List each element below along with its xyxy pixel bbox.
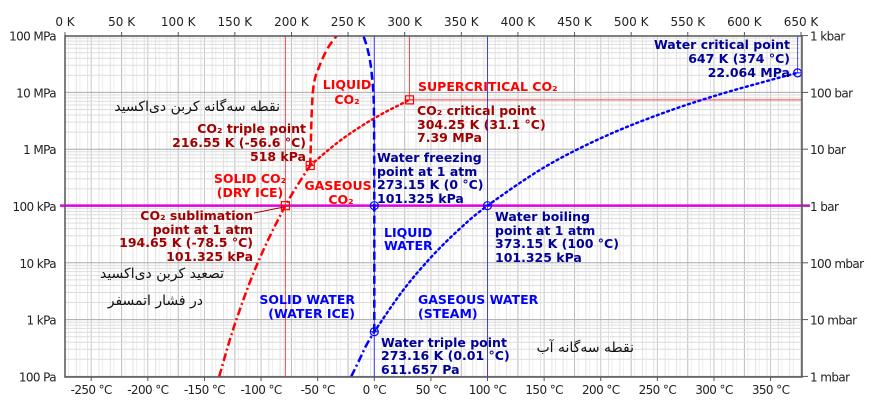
top-axis-tick-label: 550 K (670, 15, 706, 29)
top-axis-tick-label: 350 K (444, 15, 480, 29)
bottom-axis-tick-label: -50 °C (301, 383, 335, 397)
left-axis-tick-label: 100 MPa (9, 30, 56, 44)
top-axis-tick-label: 100 K (161, 15, 197, 29)
bottom-axis-tick-label: 150 °C (525, 383, 563, 397)
co2-boiling-curve (309, 98, 411, 167)
co2-sublimation-label: 101.325 kPa (166, 249, 253, 264)
left-axis-tick-label: 10 kPa (20, 257, 57, 271)
water-critical-label: Water critical point (654, 37, 790, 52)
water-freezing-label: point at 1 atm (377, 164, 477, 179)
right-axis-tick-label: 1 bar (810, 200, 839, 214)
water-boiling-label: 373.15 K (100 °C) (495, 236, 619, 251)
solid-co2-label: SOLID CO₂ (214, 171, 286, 186)
bottom-axis-tick-label: 350 °C (752, 383, 790, 397)
right-axis-tick-label: 100 bar (810, 86, 853, 100)
top-axis-tick-label: 250 K (331, 15, 367, 29)
top-axis-tick-label: 50 K (108, 15, 136, 29)
co2-critical-label: CO₂ critical point (417, 103, 536, 118)
water-sublimation-curve (350, 331, 376, 377)
top-axis-tick-label: 500 K (614, 15, 650, 29)
gaseous-co2-label: CO₂ (328, 192, 353, 207)
top-axis-tick-label: 650 K (784, 15, 820, 29)
bottom-axis-tick-label: -200 °C (127, 383, 168, 397)
top-axis-tick-label: 200 K (274, 15, 310, 29)
marked-points (280, 68, 803, 337)
bottom-axis-tick-label: 0 °C (363, 383, 387, 397)
water-boiling-label: 101.325 kPa (495, 250, 582, 265)
bottom-axis-tick-label: 200 °C (582, 383, 620, 397)
left-axis-tick-label: 1 MPa (23, 143, 56, 157)
water-boiling-curve (373, 71, 799, 333)
left-axis-tick-label: 10 MPa (16, 86, 56, 100)
top-axis-tick-label: 300 K (387, 15, 423, 29)
solid-co2-label: (DRY ICE) (217, 185, 284, 200)
co2-triple-persian-label: نقطه سه‌گانه کربن دی‌اکسید (114, 98, 280, 115)
bottom-axis-tick-label: 300 °C (695, 383, 733, 397)
bottom-axis-tick-label: -250 °C (71, 383, 112, 397)
top-axis-tick-label: 600 K (727, 15, 763, 29)
co2-triple-label: CO₂ triple point (197, 121, 306, 136)
water-triple-label: 611.657 Pa (381, 362, 460, 377)
co2-sublimation-persian-label: در فشار اتمسفر (107, 293, 203, 309)
bottom-axis-tick-label: -150 °C (184, 383, 225, 397)
top-axis-tick-label: 450 K (557, 15, 593, 29)
top-axis-tick-label: 150 K (218, 15, 254, 29)
liquid-water-label: LIQUID (384, 225, 432, 240)
bottom-axis-tick-label: 100 °C (469, 383, 507, 397)
co2-sublimation-label: point at 1 atm (153, 222, 253, 237)
phase-curves (218, 36, 799, 377)
right-axis-tick-label: 100 mbar (810, 257, 864, 271)
solid-water-label: SOLID WATER (259, 292, 355, 307)
supercritical-co2-label: SUPERCRITICAL CO₂ (418, 79, 558, 94)
left-axis-tick-label: 1 kPa (27, 314, 57, 328)
gaseous-water-label: GASEOUS WATER (418, 292, 539, 307)
left-axis-tick-label: 100 Pa (19, 370, 56, 384)
water-triple-label: 273.16 K (0.01 °C) (381, 348, 510, 363)
co2-melting-curve (308, 36, 338, 166)
water-critical-label: 647 K (374 °C) (688, 51, 790, 66)
gaseous-water-label: (STEAM) (418, 306, 478, 321)
sublimation-leader-line (253, 206, 285, 214)
water-melting-curve (362, 36, 376, 332)
right-axis-tick-label: 10 bar (810, 143, 846, 157)
right-axis-tick-label: 1 kbar (810, 30, 845, 44)
annotations: LIQUID CO₂ SUPERCRITICAL CO₂ CO₂ critica… (100, 37, 790, 377)
right-axis-tick-label: 1 mbar (810, 370, 850, 384)
co2-sublimation-label: CO₂ sublimation (140, 208, 253, 223)
water-boiling-label: Water boiling (495, 209, 590, 224)
axes: 0 K 50 K 100 K 150 K 200 K 250 K 300 K 350 K 400… (9, 15, 865, 397)
left-axis-tick-label: 100 kPa (12, 200, 56, 214)
water-freezing-label: 101.325 kPa (377, 191, 464, 206)
right-axis-tick-label: 10 mbar (810, 314, 857, 328)
liquid-co2-label: LIQUID (323, 77, 371, 92)
co2-critical-label: 304.25 K (31.1 °C) (417, 117, 546, 132)
bottom-axis-tick-label: 50 °C (416, 383, 447, 397)
co2-triple-label: 216.55 K (-56.6 °C) (172, 135, 306, 150)
co2-critical-label: 7.39 MPa (417, 130, 482, 145)
bottom-axis-tick-label: 250 °C (639, 383, 677, 397)
co2-sublimation-persian-label: تصعید کربن دی‌اکسید (100, 266, 224, 282)
water-triple-label: Water triple point (381, 335, 507, 350)
water-freezing-label: 273.15 K (0 °C) (377, 177, 484, 192)
co2-triple-label: 518 kPa (250, 149, 306, 164)
liquid-co2-label: CO₂ (334, 92, 359, 107)
water-boiling-label: point at 1 atm (495, 223, 595, 238)
co2-sublimation-label: 194.65 K (-78.5 °C) (119, 235, 253, 250)
top-axis-tick-label: 0 K (55, 15, 75, 29)
gaseous-co2-label: GASEOUS (304, 178, 371, 193)
liquid-water-label: WATER (384, 238, 433, 253)
water-critical-label: 22.064 MPa (708, 65, 790, 80)
water-triple-persian-label: نقطه سه‌گانه آب (536, 339, 634, 356)
solid-water-label: (WATER ICE) (268, 306, 355, 321)
co2-sublimation-curve (218, 164, 312, 377)
bottom-axis-tick-label: -100 °C (240, 383, 281, 397)
water-freezing-label: Water freezing (377, 150, 482, 165)
top-axis-tick-label: 400 K (501, 15, 537, 29)
